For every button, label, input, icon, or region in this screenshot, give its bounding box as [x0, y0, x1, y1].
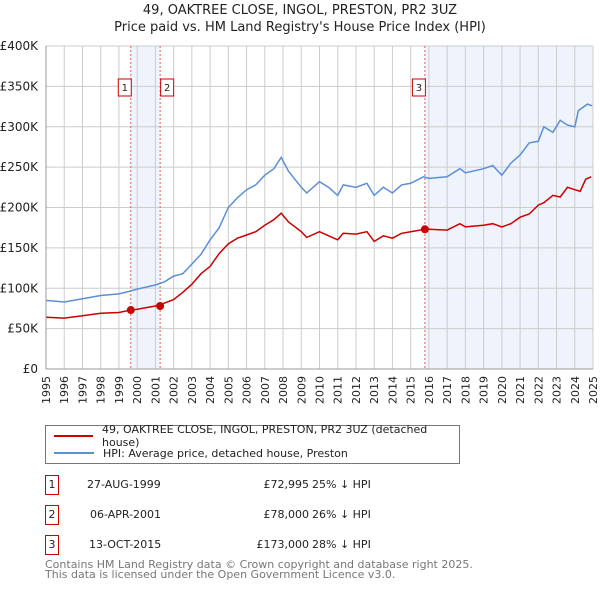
sale-label: 2	[160, 78, 175, 97]
x-tick-label: 2017	[441, 376, 454, 404]
x-tick-label: 2012	[350, 376, 363, 404]
x-tick-label: 2006	[241, 376, 254, 404]
sale-row: 1 27-AUG-1999 £72,995 25% ↓ HPI	[45, 475, 465, 495]
y-tick-label: £250K	[0, 160, 39, 174]
footer-line-1: Contains HM Land Registry data © Crown c…	[45, 558, 473, 571]
sale-row: 3 13-OCT-2015 £173,000 28% ↓ HPI	[45, 535, 465, 555]
sale-label: 3	[411, 78, 426, 97]
sale-date: 13-OCT-2015	[89, 538, 162, 551]
sale-delta: 28% ↓ HPI	[312, 538, 371, 551]
sale-label-box	[411, 78, 426, 97]
sale-delta: 25% ↓ HPI	[312, 478, 371, 491]
sale-point	[420, 225, 429, 234]
legend-item-property: 49, OAKTREE CLOSE, INGOL, PRESTON, PR2 3…	[54, 423, 459, 449]
footer: Contains HM Land Registry data © Crown c…	[45, 558, 473, 581]
y-tick-label: £150K	[0, 241, 39, 255]
x-tick-label: 2022	[532, 376, 545, 404]
sale-label-text: 1	[122, 83, 128, 94]
sale-date: 27-AUG-1999	[87, 478, 161, 491]
x-tick-label: 2021	[514, 376, 527, 404]
x-tick-label: 2004	[204, 376, 217, 404]
x-tick-label: 2014	[386, 376, 399, 404]
sale-label-box	[160, 78, 175, 97]
series-line-hpi	[45, 103, 593, 303]
y-tick-label: £200K	[0, 201, 39, 215]
sale-point	[156, 302, 165, 311]
y-tick-label: £100K	[0, 281, 39, 295]
x-tick-label: 2020	[496, 376, 509, 404]
sale-price: £78,000	[263, 508, 310, 521]
sale-label-text: 2	[164, 83, 170, 94]
legend-label-hpi: HPI: Average price, detached house, Pres…	[103, 446, 348, 460]
chart-subtitle: Price paid vs. HM Land Registry's House …	[114, 20, 486, 35]
legend-swatch-property	[54, 435, 93, 437]
sale-label-box	[117, 78, 132, 97]
x-tick-label: 2011	[332, 376, 345, 404]
x-tick-label: 2025	[587, 376, 600, 404]
x-tick-label: 2015	[405, 376, 418, 404]
x-tick-label: 2007	[259, 376, 272, 404]
x-tick-label: 2013	[368, 376, 381, 404]
sale-date: 06-APR-2001	[90, 508, 162, 521]
legend-label-property: 49, OAKTREE CLOSE, INGOL, PRESTON, PR2 3…	[102, 423, 428, 449]
legend: 49, OAKTREE CLOSE, INGOL, PRESTON, PR2 3…	[45, 423, 460, 464]
y-tick-label: £0	[23, 362, 38, 376]
sale-price: £72,995	[263, 478, 310, 491]
chart-title: 49, OAKTREE CLOSE, INGOL, PRESTON, PR2 3…	[142, 3, 458, 18]
y-tick-label: £50K	[7, 322, 39, 336]
x-tick-label: 2019	[478, 376, 491, 404]
x-tick-label: 2010	[314, 376, 327, 404]
x-tick-label: 1995	[40, 376, 53, 404]
sale-row: 2 06-APR-2001 £78,000 26% ↓ HPI	[45, 505, 465, 525]
y-tick-label: £350K	[0, 79, 39, 93]
sale-point	[126, 306, 135, 315]
x-tick-label: 1996	[58, 376, 71, 404]
sale-label-text: 3	[416, 83, 422, 94]
x-tick-label: 1997	[76, 376, 89, 404]
x-tick-label: 2003	[186, 376, 199, 404]
y-tick-label: £400K	[0, 39, 39, 53]
sale-badge: 1	[45, 475, 59, 495]
legend-item-hpi: HPI: Average price, detached house, Pres…	[54, 445, 348, 461]
x-tick-label: 2002	[168, 376, 181, 404]
series-line-property	[45, 176, 592, 319]
x-tick-label: 2009	[295, 376, 308, 404]
sale-price: £173,000	[256, 538, 310, 551]
legend-swatch-hpi	[54, 452, 94, 454]
price-chart: 1995 1996 1997 1998 1999 2000 2001 2002 2003 2004…	[0, 39, 600, 404]
x-tick-label: 2001	[149, 376, 162, 404]
x-tick-label: 2024	[569, 376, 582, 404]
x-tick-label: 2008	[277, 376, 290, 404]
x-tick-label: 1998	[95, 376, 108, 404]
x-tick-label: 2016	[423, 376, 436, 404]
x-tick-label: 2005	[222, 376, 235, 404]
footer-line-2: This data is licensed under the Open Gov…	[45, 568, 396, 581]
sale-badge: 3	[45, 535, 59, 555]
sale-delta: 26% ↓ HPI	[312, 508, 371, 521]
sale-label: 1	[117, 78, 132, 97]
x-tick-label: 2023	[551, 376, 564, 404]
x-tick-label: 1999	[113, 376, 126, 404]
sale-badge: 2	[45, 505, 59, 525]
y-tick-label: £300K	[0, 120, 39, 134]
x-tick-label: 2018	[459, 376, 472, 404]
x-tick-label: 2000	[131, 376, 144, 404]
